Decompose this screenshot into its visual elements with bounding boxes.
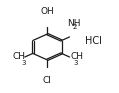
Text: CH: CH	[12, 52, 25, 61]
Text: NH: NH	[67, 19, 81, 28]
Text: 2: 2	[72, 24, 76, 30]
Text: OH: OH	[41, 7, 55, 16]
Text: HCl: HCl	[85, 36, 102, 46]
Text: 3: 3	[74, 60, 78, 66]
Text: Cl: Cl	[43, 76, 52, 85]
Text: 3: 3	[21, 60, 25, 66]
Text: CH: CH	[70, 52, 83, 61]
